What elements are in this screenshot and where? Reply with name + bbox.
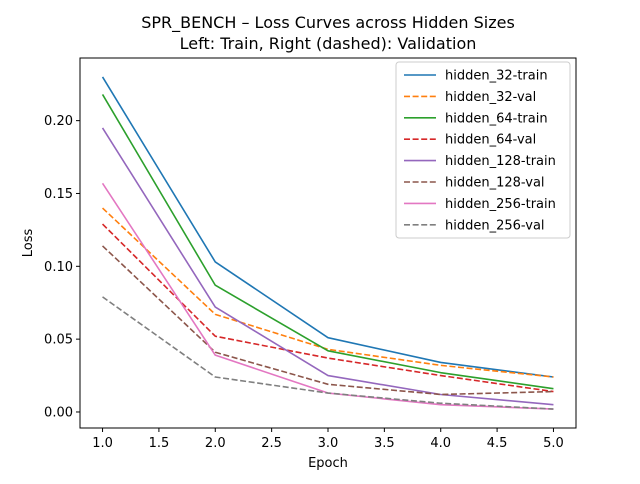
legend-label: hidden_128-val [445,176,545,191]
x-tick-label: 3.0 [318,436,339,451]
y-axis-label: Loss [21,229,36,258]
series-line-hidden_256-val [102,296,554,410]
chart-subtitle: Left: Train, Right (dashed): Validation [180,34,477,53]
legend: hidden_32-train hidden_32-val hidden_64-tr… [395,61,571,239]
series-line-hidden_64-train [101,94,554,390]
legend-label: hidden_128-train [445,154,556,169]
y-tick-label: 0.20 [44,114,73,129]
y-tick-label: 0.05 [44,333,73,348]
legend-label: hidden_32-train [445,69,548,84]
legend-label: hidden_256-val [445,218,545,233]
legend-label: hidden_64-val [445,133,536,148]
legend-label: hidden_32-val [445,90,536,105]
x-tick-label: 2.0 [205,436,226,451]
x-tick-label: 1.5 [149,436,170,451]
legend-box [395,61,571,239]
plot-lines [101,76,554,410]
legend-label: hidden_256-train [445,197,556,212]
series-line-hidden_32-train [101,76,554,378]
x-tick-label: 2.5 [261,436,282,451]
x-tick-label: 5.0 [543,436,564,451]
series-line-hidden_32-val [101,207,554,378]
x-tick-label: 3.5 [374,436,395,451]
chart-title: SPR_BENCH – Loss Curves across Hidden Si… [141,13,515,33]
y-tick-label: 0.15 [44,187,73,202]
x-tick-label: 4.5 [487,436,508,451]
series-line-hidden_64-val [101,223,554,393]
series-line-hidden_128-train [101,127,554,406]
plot-frame [79,57,577,429]
x-tick-label: 1.0 [92,436,113,451]
y-tick-label: 0.00 [44,405,73,420]
y-axis-ticks: 0.00 0.05 0.10 0.15 0.20 [44,114,80,420]
x-axis-label: Epoch [308,456,348,471]
y-tick-label: 0.10 [44,260,73,275]
legend-label: hidden_64-train [445,111,548,126]
series-line-hidden_128-val [101,245,554,396]
x-axis-ticks: 1.0 1.5 2.0 2.5 3.0 3.5 4.0 4.5 5.0 [92,428,564,451]
x-tick-label: 4.0 [430,436,451,451]
